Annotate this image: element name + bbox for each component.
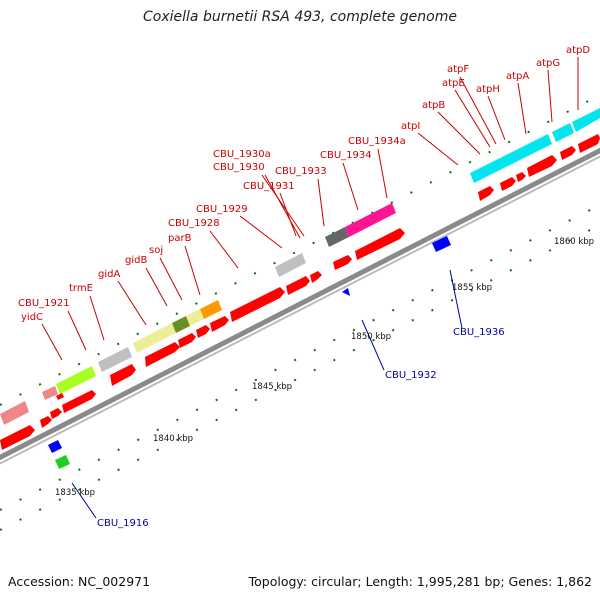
gene-label: CBU_1934 — [320, 150, 372, 161]
gene-gray — [275, 253, 306, 277]
position-label: 1850 kbp — [351, 332, 391, 342]
leader-lines-blue — [71, 269, 463, 519]
gene-cyan — [500, 134, 552, 168]
genome-backbone — [0, 147, 600, 465]
gene-label: gidB — [125, 255, 147, 266]
gene-label: CBU_1930 — [213, 162, 265, 173]
gene-label: atpD — [566, 45, 590, 56]
gene-arrow — [500, 177, 516, 191]
gene-label: soj — [149, 245, 163, 256]
gene-gray — [98, 347, 132, 372]
gene-reverse-green — [55, 455, 70, 469]
gene-arrow — [50, 408, 62, 419]
gene-arrow — [478, 186, 494, 201]
gene-label: parB — [168, 233, 192, 244]
gene-darkgray — [325, 227, 349, 247]
position-label: 1855 kbp — [452, 283, 492, 293]
gene-arrow — [355, 228, 405, 260]
gene-arrow — [230, 287, 285, 322]
gene-pink — [345, 203, 396, 237]
gene-label: CBU_1931 — [243, 181, 295, 192]
leader-lines-red — [41, 57, 579, 361]
gene-label: CBU_1934a — [348, 136, 406, 147]
gene-orange — [200, 300, 222, 319]
gene-yellow — [133, 323, 176, 353]
gene-cyan — [552, 123, 574, 142]
position-labels: 1835 kbp 1840 kbp 1845 kbp 1850 kbp 1855 kbp… — [55, 237, 594, 498]
gene-arrow — [310, 271, 322, 283]
gene-label: CBU_1916 — [97, 518, 149, 529]
gene-arrow — [286, 276, 310, 295]
gene-label: CBU_1933 — [275, 166, 327, 177]
gene-salmon — [42, 386, 58, 400]
reverse-genes — [48, 236, 451, 469]
gene-arrow — [333, 255, 352, 270]
gene-olive — [172, 316, 190, 333]
position-label: 1840 kbp — [153, 434, 193, 444]
gene-arrow — [40, 416, 52, 428]
reverse-gene-labels: CBU_1916 CBU_1932 CBU_1936 — [97, 327, 505, 529]
gene-label: CBU_1936 — [453, 327, 505, 338]
gene-label: CBU_1929 — [196, 204, 248, 215]
gene-lime — [56, 366, 96, 394]
gene-label: atpE — [442, 78, 465, 89]
gene-reverse-blue — [432, 236, 451, 252]
gene-label: atpB — [422, 100, 445, 111]
gene-salmon — [0, 401, 29, 425]
map-title: Coxiella burnetii RSA 493, complete geno… — [143, 9, 457, 25]
position-label: 1835 kbp — [55, 488, 95, 498]
gene-arrow — [145, 342, 180, 367]
gene-arrow-small — [56, 393, 64, 400]
gene-arrow — [110, 364, 136, 386]
gene-arrow — [560, 146, 576, 160]
gene-arrow — [516, 172, 526, 182]
gene-arrow — [62, 390, 96, 413]
genome-summary: Topology: circular; Length: 1,995,281 bp… — [248, 574, 592, 589]
gene-arrow — [210, 316, 229, 332]
gene-label: CBU_1928 — [168, 218, 220, 229]
gene-label: atpG — [536, 58, 560, 69]
gene-label: yidC — [21, 312, 43, 323]
gene-label: gidA — [98, 269, 120, 280]
gene-label: trmE — [69, 283, 93, 294]
gene-yellow — [186, 309, 204, 326]
position-label: 1845 kbp — [252, 382, 292, 392]
gene-label: atpA — [506, 71, 529, 82]
gene-reverse-blue — [342, 288, 350, 296]
gene-arrow — [0, 425, 35, 450]
gene-cyan — [470, 158, 504, 183]
gene-label: atpH — [476, 84, 500, 95]
gene-label: CBU_1930a — [213, 149, 271, 160]
gene-arrow — [178, 333, 196, 348]
gene-arrow — [196, 325, 210, 338]
gene-arrow — [527, 155, 557, 177]
gene-arrow — [578, 134, 600, 153]
gene-cyan — [572, 108, 600, 132]
gene-label: CBU_1921 — [18, 298, 70, 309]
position-label: 1860 kbp — [554, 237, 594, 247]
accession-label: Accession: NC_002971 — [8, 574, 151, 589]
gene-label: atpF — [447, 64, 469, 75]
forward-gene-row-upper — [0, 108, 600, 425]
gene-label: atpI — [401, 121, 420, 132]
gene-reverse-blue — [48, 440, 62, 453]
forward-gene-row-lower — [0, 134, 600, 450]
gene-label: CBU_1932 — [385, 370, 437, 381]
